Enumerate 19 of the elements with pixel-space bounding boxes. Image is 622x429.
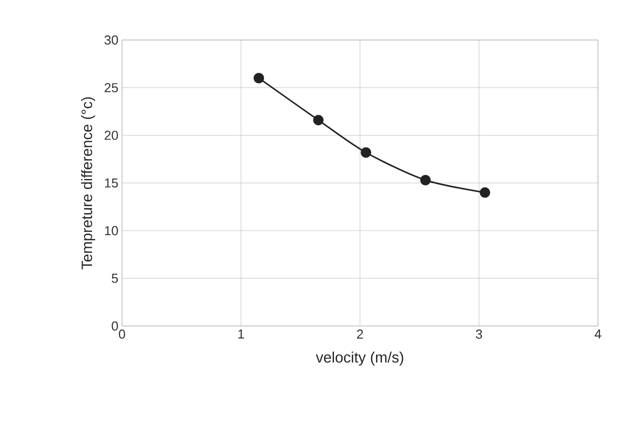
y-tick-label: 30 <box>104 35 118 45</box>
x-tick-label: 1 <box>238 330 244 338</box>
y-tick-label: 10 <box>104 226 118 236</box>
point <box>420 174 431 186</box>
point <box>313 114 324 126</box>
x-tick-label: 0 <box>118 330 126 339</box>
x-tick-label: 2 <box>357 330 363 339</box>
point <box>254 72 264 84</box>
y-tick-label: 5 <box>112 274 118 283</box>
y-axis-title: Tempreture difference (°c) <box>81 97 96 270</box>
y-tick-label: 0 <box>112 321 118 331</box>
x-tick-label: 3 <box>476 330 482 339</box>
x-tick-label: 4 <box>594 330 602 338</box>
y-tick-label: 25 <box>104 83 118 92</box>
point <box>360 147 372 158</box>
point <box>480 187 490 198</box>
y-tick-label: 15 <box>104 178 118 188</box>
x-axis-title: velocity (m/s) <box>316 352 404 366</box>
y-tick-label: 20 <box>104 130 118 140</box>
